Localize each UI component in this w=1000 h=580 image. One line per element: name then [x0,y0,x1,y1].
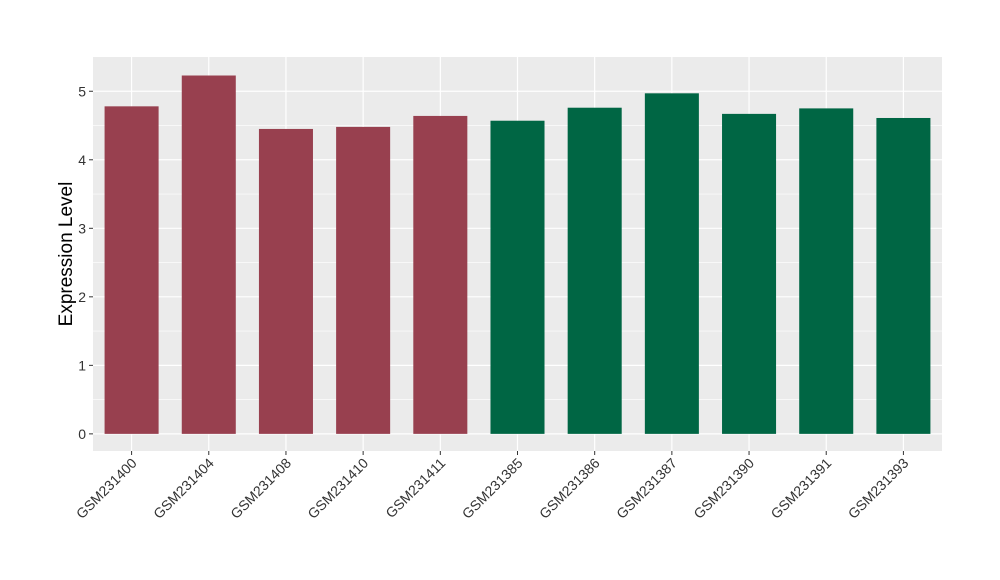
x-tick-label: GSM231410 [304,455,371,522]
y-axis-title: Expression Level [56,182,77,327]
x-tick-label: GSM231408 [227,455,294,522]
bar-GSM231408 [258,128,313,434]
x-tick-label: GSM231393 [845,455,912,522]
x-tick-label: GSM231391 [767,455,834,522]
x-tick-label: GSM231385 [459,455,526,522]
bar-GSM231385 [490,120,545,434]
bars [104,75,931,434]
x-tick-label: GSM231400 [73,455,140,522]
y-tick-label: 4 [78,152,86,168]
x-tick-label: GSM231390 [690,455,757,522]
bar-GSM231410 [336,126,391,434]
y-axis-ticks: 0 1 2 3 4 5 [78,83,93,442]
x-tick-label: GSM231404 [150,455,217,522]
y-tick-label: 0 [78,426,86,442]
bar-GSM231404 [181,75,236,434]
bar-GSM231391 [799,108,854,434]
bar-GSM231390 [722,113,777,434]
bar-GSM231393 [876,117,931,434]
bar-GSM231387 [644,93,699,434]
y-tick-label: 2 [78,289,86,305]
x-tick-label: GSM231387 [613,455,680,522]
y-tick-label: 5 [78,83,86,99]
bar-GSM231386 [567,107,622,434]
x-tick-label: GSM231386 [536,455,603,522]
bar-GSM231400 [104,106,159,434]
y-tick-label: 1 [78,357,86,373]
x-tick-label: GSM231411 [382,455,448,521]
y-tick-label: 3 [78,220,86,236]
x-axis-ticks: GSM231400 GSM231404 GSM231408 GSM231410 GSM2… [73,451,912,522]
bar-GSM231411 [413,115,468,434]
